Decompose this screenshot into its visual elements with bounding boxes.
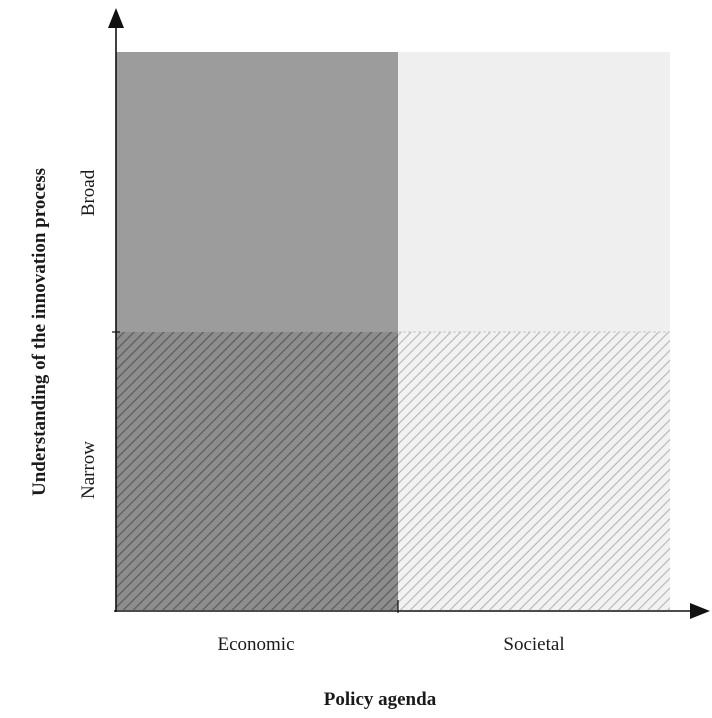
- x-axis-title: Policy agenda: [324, 689, 437, 710]
- y-level-narrow: Narrow: [78, 441, 99, 499]
- x-category-economic: Economic: [217, 634, 294, 655]
- quadrant-economic-broad: [116, 52, 398, 332]
- quadrant-societal-narrow: [398, 332, 670, 610]
- x-axis-arrow-icon: [690, 603, 710, 619]
- x-category-societal: Societal: [503, 634, 564, 655]
- quadrant-societal-broad: [398, 52, 670, 332]
- y-level-broad: Broad: [78, 169, 99, 216]
- y-axis-arrow-icon: [108, 8, 124, 28]
- y-axis-title: Understanding of the innovation process: [29, 168, 50, 496]
- quadrant-economic-narrow: [116, 332, 398, 610]
